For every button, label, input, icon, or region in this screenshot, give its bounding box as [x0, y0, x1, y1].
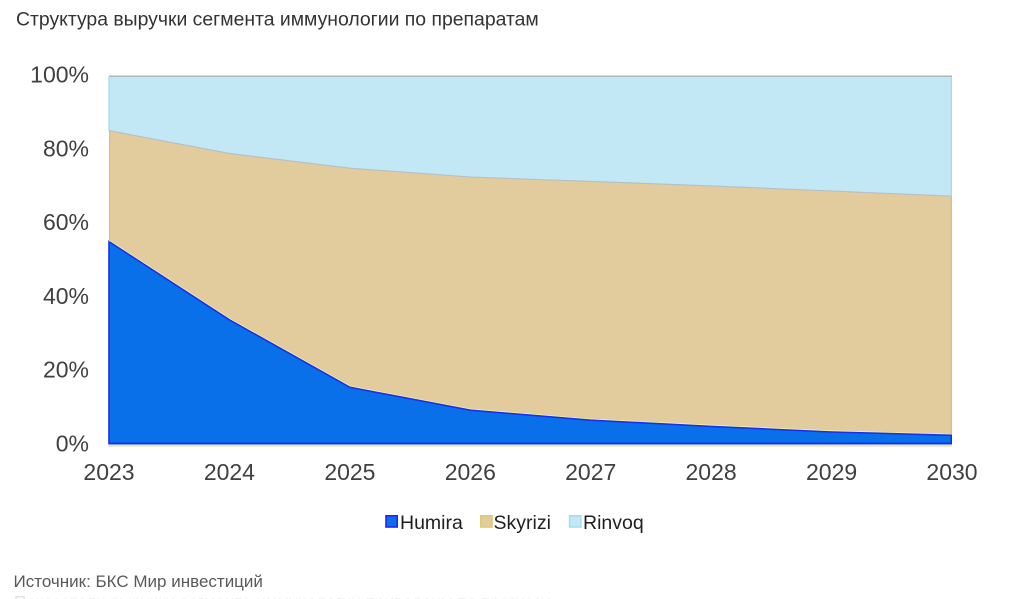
- svg-text:40%: 40%: [43, 283, 89, 309]
- svg-text:60%: 60%: [43, 209, 89, 235]
- svg-text:Rinvoq: Rinvoq: [583, 512, 644, 534]
- svg-text:2029: 2029: [806, 459, 857, 485]
- svg-text:2028: 2028: [686, 459, 737, 485]
- svg-text:100%: 100%: [30, 62, 89, 88]
- svg-text:2025: 2025: [324, 459, 375, 485]
- svg-text:2027: 2027: [565, 459, 616, 485]
- svg-text:20%: 20%: [43, 357, 89, 383]
- svg-text:2030: 2030: [926, 459, 977, 485]
- svg-text:0%: 0%: [56, 430, 89, 456]
- svg-text:2023: 2023: [83, 459, 134, 485]
- svg-text:Показатели выручки сегмента им: Показатели выручки сегмента иммунологии …: [14, 593, 550, 599]
- svg-text:Источник: БКС Мир инвестиций: Источник: БКС Мир инвестиций: [14, 572, 263, 591]
- svg-text:2024: 2024: [204, 459, 255, 485]
- svg-text:Humira: Humira: [400, 512, 463, 534]
- svg-text:Структура выручки сегмента имм: Структура выручки сегмента иммунологии п…: [16, 8, 539, 30]
- svg-text:Skyrizi: Skyrizi: [494, 512, 551, 534]
- svg-text:2026: 2026: [445, 459, 496, 485]
- svg-text:80%: 80%: [43, 135, 89, 161]
